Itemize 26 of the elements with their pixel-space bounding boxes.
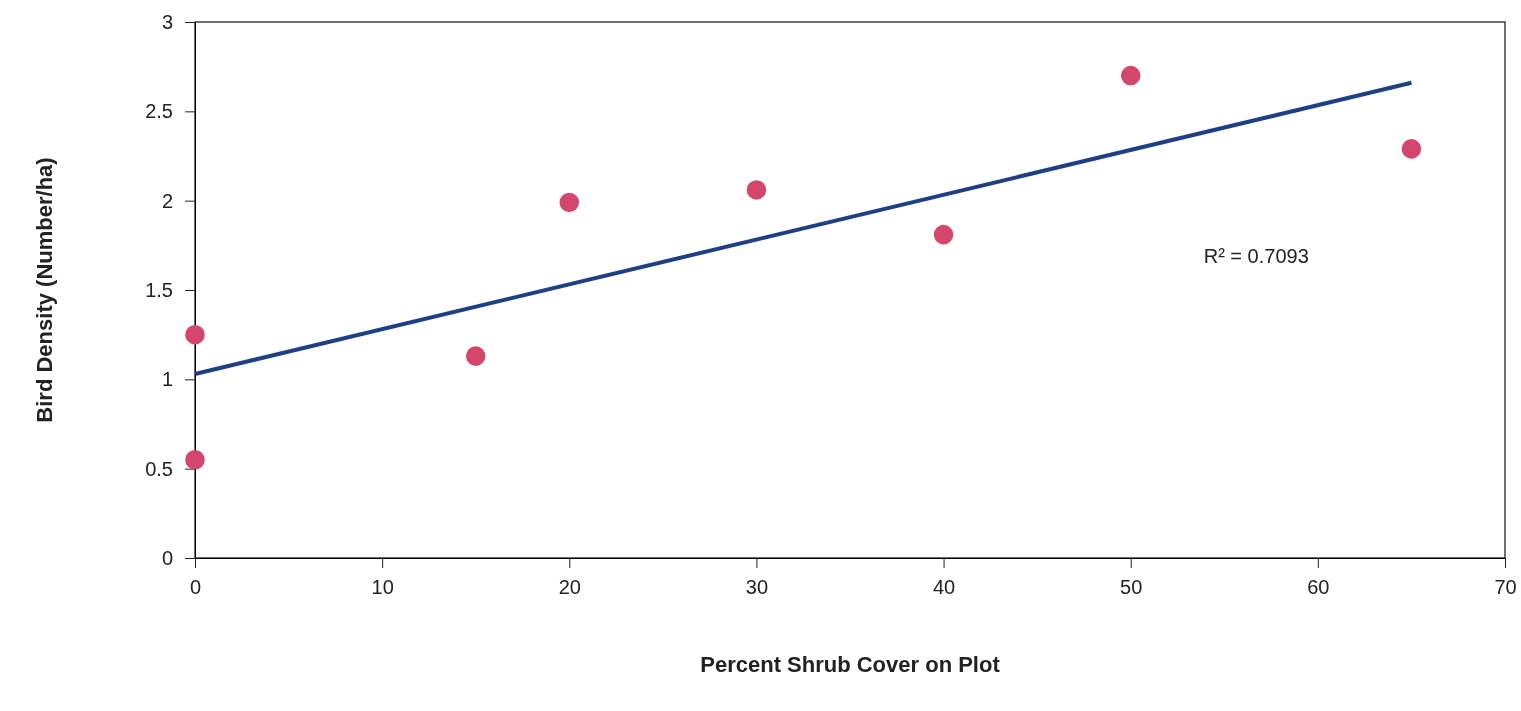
point — [1401, 139, 1422, 159]
x-tick-label: 10 — [371, 576, 394, 599]
y-tick-label: 1 — [161, 368, 173, 391]
x-tick-label: 20 — [558, 576, 581, 599]
point — [465, 346, 486, 366]
x-tick-label: 40 — [932, 576, 956, 599]
point — [185, 324, 205, 345]
point — [1120, 65, 1141, 86]
point — [746, 180, 767, 200]
y-tick-label: 0 — [161, 546, 173, 569]
y-tick-label: 1.5 — [145, 278, 173, 301]
point — [559, 192, 580, 213]
point — [185, 449, 205, 470]
annotation: R² = 0.7093 — [1203, 245, 1309, 268]
y-tick-label: 2 — [161, 189, 173, 212]
y-tick-label: 0.5 — [145, 457, 173, 480]
x-tick-label: 30 — [745, 576, 769, 599]
x-tick-label: 50 — [1120, 576, 1143, 599]
y-tick-label: 2.5 — [145, 100, 173, 123]
point — [933, 224, 954, 245]
x-tick-label: 0 — [189, 576, 202, 599]
y-axis-title: Bird Density (Number/ha) — [32, 157, 57, 423]
x-axis-title: Percent Shrub Cover on Plot — [700, 652, 1001, 677]
x-tick-label: 60 — [1307, 576, 1330, 599]
y-tick-label: 3 — [161, 10, 173, 33]
x-tick-label: 70 — [1494, 576, 1517, 599]
